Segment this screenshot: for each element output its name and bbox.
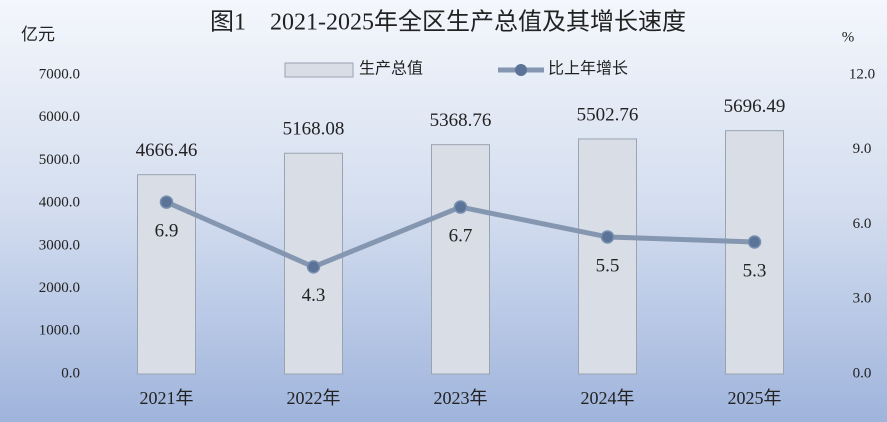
line-marker: [747, 235, 762, 249]
bar: [431, 144, 490, 375]
line-marker: [306, 260, 321, 274]
y2-tick-label: 12.0: [849, 66, 875, 82]
y-tick-label: 5000.0: [39, 152, 80, 168]
line-value-label: 6.9: [155, 220, 179, 241]
y-tick-label: 1000.0: [39, 323, 80, 339]
line-value-label: 4.3: [302, 285, 326, 306]
bar: [725, 130, 784, 375]
y-axis-label: 亿元: [21, 25, 55, 44]
y-tick-label: 7000.0: [39, 66, 80, 82]
x-tick-label: 2025年: [728, 388, 782, 408]
y2-axis-label: %: [842, 29, 855, 45]
y-tick-label: 6000.0: [39, 109, 80, 125]
line-marker: [159, 195, 174, 209]
y2-tick-label: 3.0: [853, 291, 872, 307]
legend-label: 生产总值: [359, 60, 423, 78]
line-value-label: 5.5: [596, 255, 620, 276]
bar-value-label: 5696.49: [724, 96, 786, 117]
legend-label: 比上年增长: [548, 60, 628, 78]
y2-tick-label: 6.0: [853, 216, 872, 232]
chart-title: 图1 2021-2025年全区生产总值及其增长速度: [210, 9, 686, 36]
y-tick-label: 3000.0: [39, 237, 80, 253]
legend-swatch: [284, 62, 354, 78]
y2-tick-label: 0.0: [853, 365, 872, 381]
line-value-label: 5.3: [743, 260, 767, 281]
bar: [578, 138, 637, 375]
y-tick-label: 0.0: [61, 365, 80, 381]
bar-value-label: 4666.46: [136, 140, 198, 161]
x-tick-label: 2021年: [140, 388, 194, 408]
line-marker: [453, 200, 468, 214]
bar-value-label: 5168.08: [283, 119, 345, 140]
line-value-label: 6.7: [449, 225, 473, 246]
y-tick-label: 2000.0: [39, 280, 80, 296]
y2-tick-label: 9.0: [853, 141, 872, 157]
x-tick-label: 2023年: [434, 388, 488, 408]
x-tick-label: 2024年: [581, 388, 635, 408]
line-marker: [600, 230, 615, 244]
y-tick-label: 4000.0: [39, 195, 80, 211]
legend-swatch: [515, 64, 527, 76]
bar-value-label: 5368.76: [430, 110, 492, 131]
bar-value-label: 5502.76: [577, 104, 639, 125]
x-tick-label: 2022年: [287, 388, 341, 408]
